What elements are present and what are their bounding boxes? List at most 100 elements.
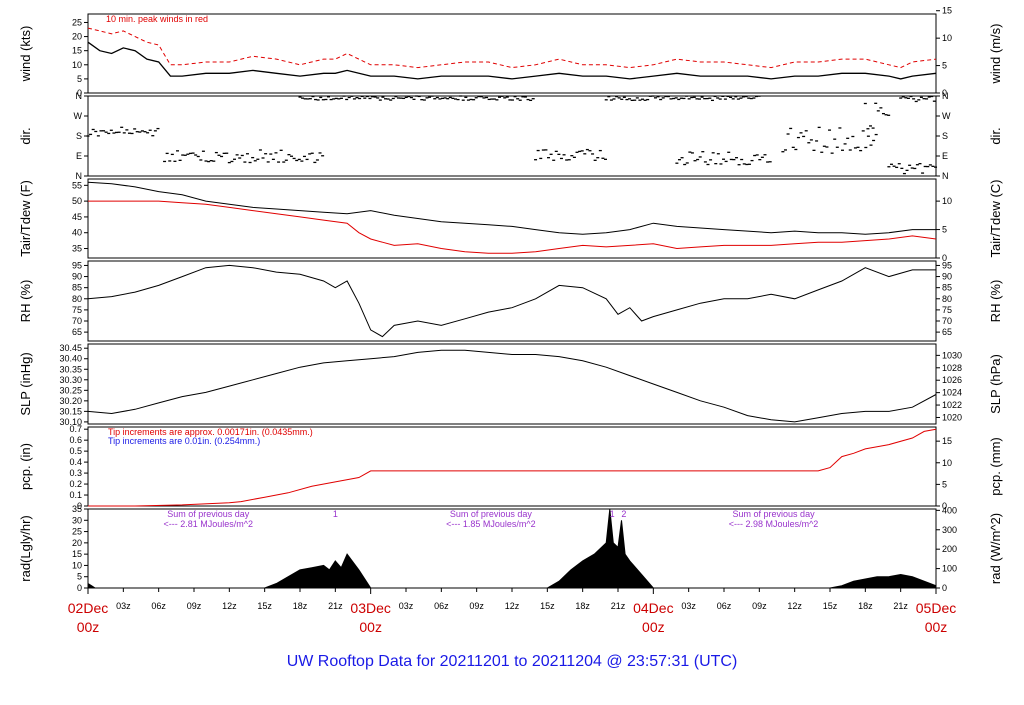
y-tick-label: 30.45 (59, 343, 82, 353)
y-tick-label: W (74, 111, 83, 121)
panel-frame (87, 343, 937, 425)
right-tick-label: N (942, 171, 949, 181)
y-tick-label: 85 (72, 283, 82, 293)
x-tick-label: 09z (187, 601, 202, 611)
x-tick-label: 06z (717, 601, 732, 611)
y-tick-label: 30.15 (59, 406, 82, 416)
right-tick-label: 65 (942, 327, 952, 337)
daily-sum-value: <--- 2.81 MJoules/m^2 (163, 519, 253, 529)
right-tick-label: N (942, 91, 949, 101)
right-tick-label: 15 (942, 436, 952, 446)
y-tick-label: S (76, 131, 82, 141)
y-axis-label: Tair/Tdew (F) (18, 180, 33, 257)
y-axis-label-right: SLP (hPa) (988, 354, 1003, 414)
x-tick-label: 09z (469, 601, 484, 611)
right-tick-label: 10 (942, 196, 952, 206)
x-axis: 03z 06z 09z 12z 15z 18z 21z 03z 06z 09z 12z 15z 18z 2… (68, 588, 956, 635)
x-tick-label: 18z (293, 601, 308, 611)
y-tick-label: N (76, 91, 83, 101)
y-tick-label: 70 (72, 316, 82, 326)
y-tick-label: 40 (72, 228, 82, 238)
y-tick-label: 30.30 (59, 375, 82, 385)
right-tick-label: 1028 (942, 363, 962, 373)
series-line-0 (87, 349, 937, 423)
y-axis-label: RH (%) (18, 280, 33, 323)
y-axis-label-right: RH (%) (988, 280, 1003, 323)
x-day-label: 03Dec (350, 600, 390, 616)
y-tick-label: 25 (72, 527, 82, 537)
x-tick-label: 12z (222, 601, 237, 611)
y-axis-label-right: dir. (988, 127, 1003, 144)
y-tick-label: 0.6 (69, 435, 82, 445)
right-tick-label: 5 (942, 479, 947, 489)
right-tick-label: E (942, 151, 948, 161)
y-tick-label: 5 (77, 74, 82, 84)
x-tick-label: 21z (893, 601, 908, 611)
x-tick-label: 21z (328, 601, 343, 611)
y-axis-label-right: Tair/Tdew (C) (988, 179, 1003, 257)
y-tick-label: 65 (72, 327, 82, 337)
right-tick-label: 80 (942, 294, 952, 304)
panel-frame (87, 426, 937, 507)
y-tick-label: 0.4 (69, 457, 82, 467)
x-tick-label: 03z (681, 601, 696, 611)
y-axis-label: dir. (18, 127, 33, 144)
right-tick-label: 1030 (942, 350, 962, 360)
y-tick-label: 35 (72, 244, 82, 254)
y-tick-label: 30.20 (59, 396, 82, 406)
chart-title: UW Rooftop Data for 20211201 to 20211204… (287, 653, 738, 670)
right-tick-label: 1024 (942, 388, 962, 398)
x-day-time: 00z (642, 619, 665, 635)
x-tick-label: 18z (575, 601, 590, 611)
y-tick-label: 15 (72, 46, 82, 56)
y-axis-label: wind (kts) (18, 26, 33, 83)
x-tick-label: 06z (151, 601, 166, 611)
x-day-time: 00z (359, 619, 382, 635)
right-tick-label: 5 (942, 61, 947, 71)
y-tick-label: 5 (77, 572, 82, 582)
x-tick-label: 03z (399, 601, 414, 611)
tip-marker: 1 (610, 509, 615, 519)
y-tick-label: 0 (77, 583, 82, 593)
y-tick-label: 30.35 (59, 364, 82, 374)
panel-frame (87, 95, 937, 177)
series-line-0 (87, 264, 936, 338)
x-day-label: 02Dec (68, 600, 108, 616)
x-tick-label: 09z (752, 601, 767, 611)
right-tick-label: 10 (942, 458, 952, 468)
y-tick-label: 30.40 (59, 354, 82, 364)
series-area-rad (87, 508, 937, 589)
y-tick-label: 0.5 (69, 446, 82, 456)
daily-sum-label: Sum of previous day (450, 509, 533, 519)
panel-frame (87, 260, 937, 342)
x-tick-label: 15z (823, 601, 838, 611)
series-line-0 (87, 41, 937, 80)
y-tick-label: 30.25 (59, 385, 82, 395)
panel-frame (87, 178, 937, 259)
y-axis-label: SLP (inHg) (18, 352, 33, 415)
right-tick-label: 0 (942, 88, 947, 98)
y-tick-label: 95 (72, 260, 82, 270)
y-tick-label: 20 (72, 32, 82, 42)
y-tick-label: 55 (72, 180, 82, 190)
series-line-1 (87, 27, 937, 69)
x-day-label: 05Dec (916, 600, 956, 616)
y-axis-label: pcp. (in) (18, 443, 33, 490)
x-tick-label: 15z (257, 601, 272, 611)
daily-sum-label: Sum of previous day (733, 509, 816, 519)
panel-temp: 35 40 45 50 55 0 5 10 Tair/Tdew (F) Tair/Tdew (C) (18, 178, 1003, 263)
daily-sum-value: <--- 1.85 MJoules/m^2 (446, 519, 536, 529)
y-tick-label: 0 (77, 501, 82, 511)
y-tick-label: 75 (72, 305, 82, 315)
right-tick-label: 300 (942, 525, 957, 535)
y-tick-label: 45 (72, 212, 82, 222)
y-axis-label: rad(Lgly/hr) (18, 515, 33, 581)
y-axis-label-right: rad (W/m^2) (988, 513, 1003, 584)
right-tick-label: 85 (942, 283, 952, 293)
y-axis-label-right: wind (m/s) (988, 24, 1003, 85)
y-tick-label: 0.3 (69, 468, 82, 478)
right-tick-label: 0 (942, 501, 947, 511)
